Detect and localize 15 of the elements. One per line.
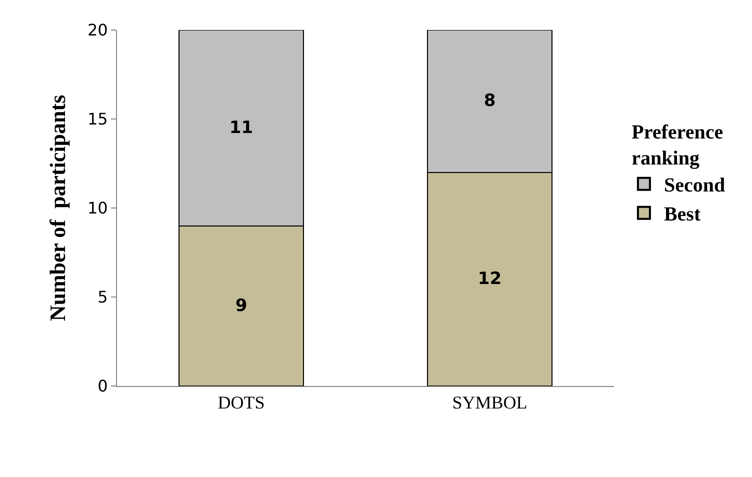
y-tick-label: 20 [87, 20, 108, 40]
x-tick-label: SYMBOL [452, 392, 528, 413]
legend-title: Preference ranking [632, 121, 724, 170]
y-tick-label: 10 [87, 198, 108, 218]
y-axis-title: Number of participants [45, 94, 70, 322]
data-label: 11 [229, 118, 254, 138]
y-tick-label: 15 [87, 110, 108, 129]
x-tick-label: DOTS [218, 392, 265, 413]
y-tick-label: 5 [98, 288, 108, 307]
legend-label: Second [664, 174, 726, 197]
legend-label: Best [664, 204, 701, 226]
data-label: 8 [484, 91, 496, 112]
y-tick-label: 0 [98, 376, 108, 396]
data-label: 9 [235, 296, 248, 316]
data-label: 12 [478, 269, 502, 290]
